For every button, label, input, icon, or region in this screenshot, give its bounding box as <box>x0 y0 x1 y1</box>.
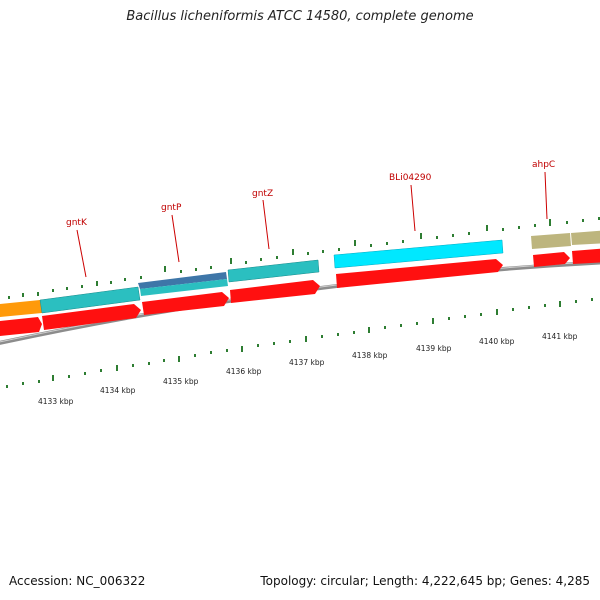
red-arrow-4[interactable] <box>336 259 503 288</box>
accession-text: Accession: NC_006322 <box>9 574 146 588</box>
orange-feature-bar <box>0 300 42 318</box>
forward-strand-track <box>0 230 600 318</box>
gene-label-gntP[interactable]: gntP <box>161 203 182 213</box>
gene-bar-BLi04290[interactable] <box>333 239 504 269</box>
kbp-label-4139: 4139 kbp <box>416 344 452 353</box>
gene-labels <box>76 171 548 278</box>
kbp-label-4136: 4136 kbp <box>226 367 262 376</box>
gene-bar-gntP-lower[interactable] <box>140 279 228 296</box>
red-arrow-6[interactable] <box>572 248 600 264</box>
kbp-label-4141: 4141 kbp <box>542 332 578 341</box>
gene-label-texts: gntK gntP gntZ BLi04290 ahpC <box>66 160 555 228</box>
leader-line-ahpC <box>544 171 548 220</box>
red-arrow-5[interactable] <box>533 252 570 267</box>
scale-tick-row <box>6 298 593 388</box>
kbp-labels: 4133 kbp 4134 kbp 4135 kbp 4136 kbp 4137… <box>38 332 578 406</box>
leader-line-gntP <box>171 214 180 263</box>
kbp-label-4134: 4134 kbp <box>100 386 136 395</box>
gene-bar-gntZ[interactable] <box>227 259 320 283</box>
kbp-label-4133: 4133 kbp <box>38 397 74 406</box>
kbp-label-4140: 4140 kbp <box>479 337 515 346</box>
gene-bar-ahpC[interactable] <box>531 233 571 249</box>
gene-label-gntK[interactable]: gntK <box>66 218 88 228</box>
genome-stats-text: Topology: circular; Length: 4,222,645 bp… <box>260 574 590 588</box>
gene-label-BLi04290[interactable]: BLi04290 <box>389 173 432 183</box>
kbp-label-4137: 4137 kbp <box>289 358 325 367</box>
red-arrow-1[interactable] <box>42 304 141 330</box>
kbp-label-4138: 4138 kbp <box>352 351 388 360</box>
genome-title: Bacillus licheniformis ATCC 14580, compl… <box>126 9 474 24</box>
gene-bar-gntP[interactable] <box>138 272 227 289</box>
gene-bar-gntK[interactable] <box>39 286 141 314</box>
red-arrow-2[interactable] <box>142 292 229 315</box>
upper-tick-row <box>8 217 600 299</box>
reverse-strand-track <box>0 248 600 337</box>
kbp-label-4135: 4135 kbp <box>163 377 199 386</box>
gene-bar-ahpC-next[interactable] <box>571 230 600 245</box>
red-arrow-0[interactable] <box>0 317 42 337</box>
gene-label-gntZ[interactable]: gntZ <box>252 189 273 199</box>
leader-line-gntK <box>76 229 87 278</box>
gene-label-ahpC[interactable]: ahpC <box>532 160 555 170</box>
leader-line-gntZ <box>262 199 270 250</box>
leader-line-BLi04290 <box>410 184 416 232</box>
red-arrow-3[interactable] <box>230 280 320 303</box>
